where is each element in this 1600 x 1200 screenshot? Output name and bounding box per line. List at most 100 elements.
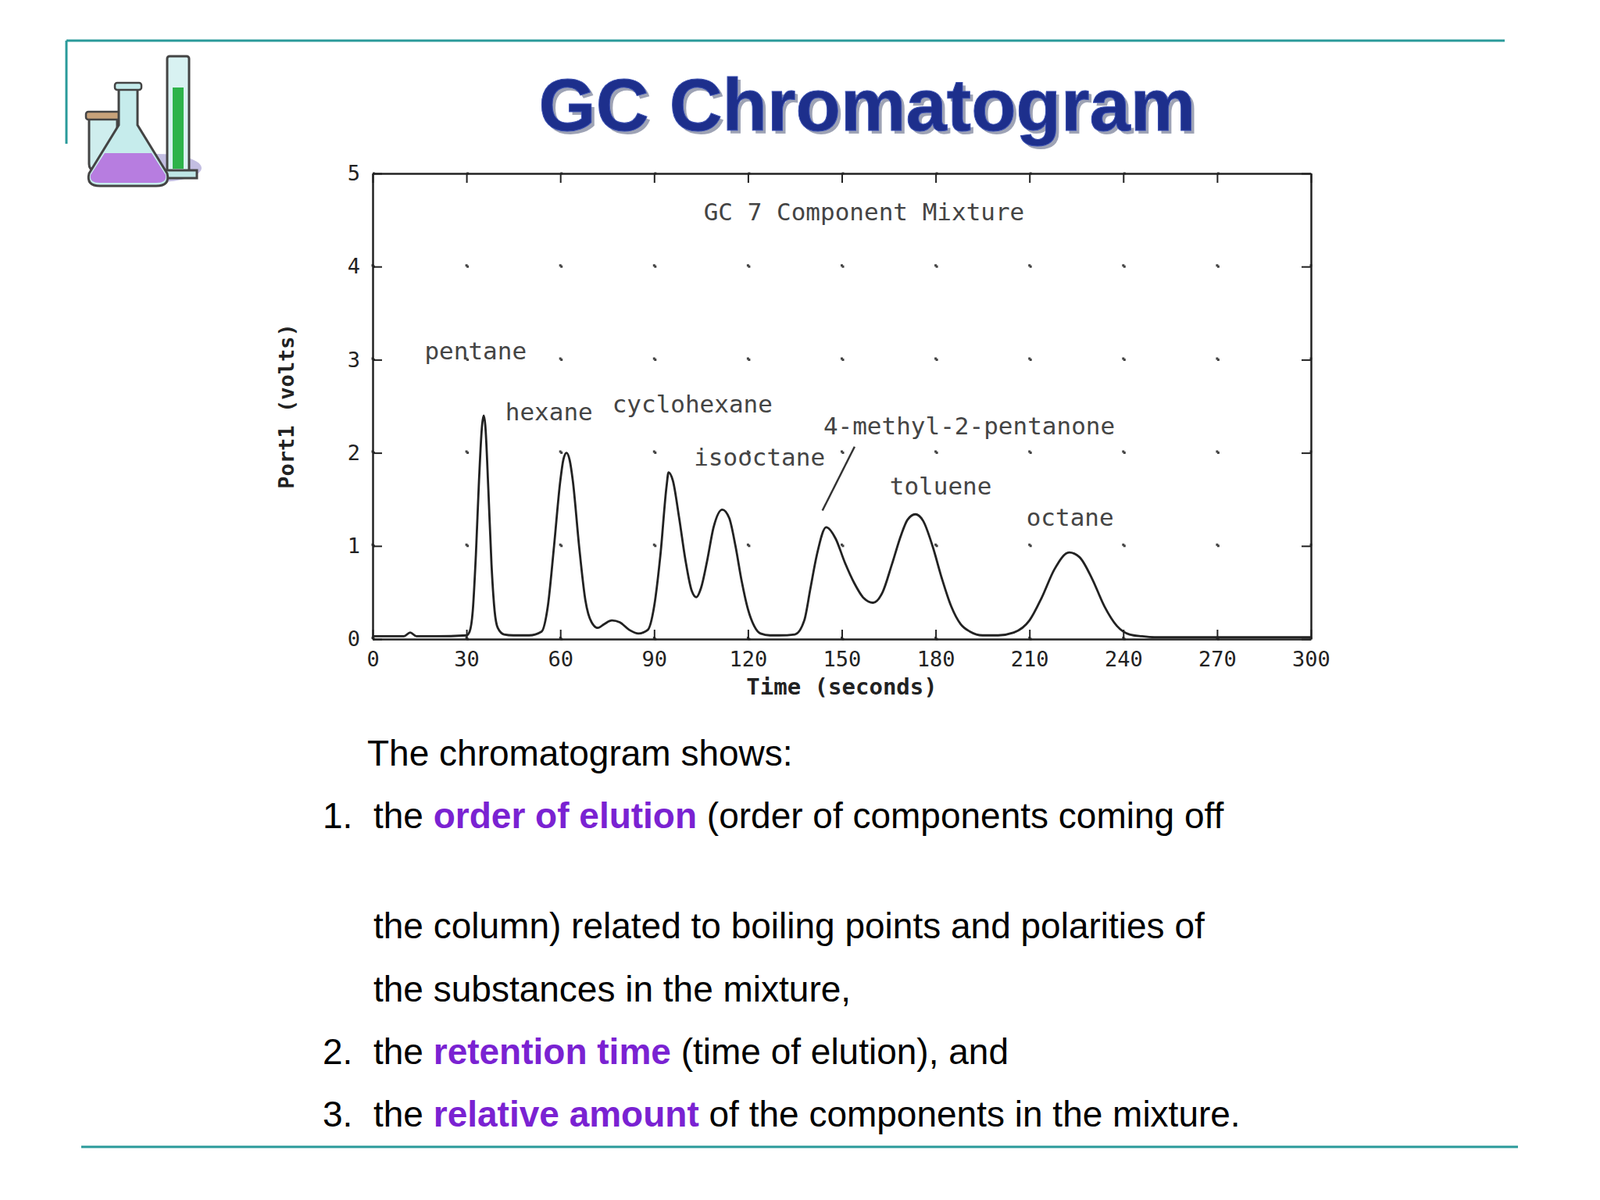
- tick: 60: [547, 629, 574, 672]
- tick: 270: [1198, 629, 1237, 672]
- x-axis-top: [373, 173, 1312, 183]
- tick-label: 0: [347, 626, 361, 651]
- tick: 4: [347, 253, 383, 279]
- peak-label: toluene: [889, 471, 993, 500]
- plot-background: [372, 173, 1311, 640]
- tick-mark: [1301, 173, 1311, 175]
- tick: [1301, 359, 1311, 361]
- peak-label: octane: [1026, 503, 1115, 532]
- tick-mark: [372, 639, 383, 641]
- rule-bottom: [81, 1146, 1518, 1149]
- grid-line-x: [1310, 173, 1313, 640]
- tick: 1: [347, 533, 383, 558]
- tick-mark: [1122, 173, 1125, 183]
- chart-title: GC 7 Component Mixture: [703, 197, 1025, 226]
- x-axis-title: Time (seconds): [746, 673, 937, 700]
- item-text: (time of elution), and: [671, 1031, 1009, 1072]
- tick: [372, 173, 374, 183]
- rule-left: [65, 40, 68, 144]
- item-number: 1.: [322, 795, 353, 836]
- item-line: the column) related to boiling points an…: [373, 905, 1205, 947]
- tick-mark: [1216, 173, 1218, 183]
- y-axis-right: [1301, 174, 1312, 640]
- tick: [1217, 173, 1218, 183]
- key-term: relative amount: [433, 1093, 700, 1135]
- tick: [1301, 453, 1311, 454]
- item-text: of the components in the mixture.: [699, 1093, 1241, 1135]
- tick-label: 210: [1010, 646, 1050, 672]
- grid-line-y: [372, 544, 1311, 547]
- tick: 210: [1010, 629, 1050, 672]
- icon-beaker-rim: [85, 111, 121, 120]
- icon-flask-lip: [114, 82, 142, 90]
- item-line: the retention time (time of elution), an…: [373, 1031, 1009, 1072]
- tick: [747, 173, 749, 183]
- peak-label: hexane: [505, 397, 593, 426]
- tick: 0: [347, 626, 383, 651]
- tick-label: 240: [1104, 646, 1143, 672]
- slide-canvas: GC ChromatogramGC Chromatogram0306090120…: [0, 0, 1600, 1200]
- grid-line-x: [371, 173, 375, 640]
- tick-mark: [1301, 359, 1311, 361]
- leader-line: [822, 446, 855, 511]
- tick-mark: [1301, 639, 1311, 641]
- tick-label: 300: [1292, 646, 1331, 672]
- tick-mark: [935, 173, 937, 183]
- icon-flask-liquid: [90, 153, 167, 183]
- tick-mark: [841, 629, 843, 640]
- item-line: the order of elution (order of component…: [373, 795, 1224, 836]
- tick: [653, 173, 655, 183]
- tick-label: 150: [823, 646, 862, 672]
- grid-line-y: [372, 265, 1311, 268]
- tick-label: 180: [917, 646, 956, 672]
- tick-mark: [653, 173, 656, 183]
- tick-mark: [1301, 266, 1311, 268]
- tick-mark: [372, 545, 383, 547]
- tick: [842, 173, 843, 183]
- peak-label: cyclohexane: [612, 389, 773, 418]
- peak-labels: pentanehexanecyclohexaneisooctane4-methy…: [424, 336, 1115, 531]
- tick-label: 90: [642, 646, 668, 672]
- tick-label: 4: [347, 253, 361, 279]
- tick-mark: [372, 452, 383, 454]
- tick-mark: [935, 629, 937, 640]
- grid-line-x: [1215, 173, 1218, 640]
- tick-mark: [1301, 545, 1311, 547]
- tick-label: 30: [453, 646, 480, 672]
- peak-label: pentane: [424, 336, 527, 365]
- peak-label: 4-methyl-2-pentanone: [823, 411, 1115, 440]
- tick-label: 5: [347, 160, 361, 186]
- lab-icon: [85, 56, 202, 186]
- tick-mark: [466, 173, 468, 183]
- item-text: (order of components coming off: [696, 795, 1224, 836]
- item-line: the substances in the mixture,: [373, 968, 851, 1010]
- tick-mark: [1028, 173, 1031, 183]
- tick: [1123, 173, 1125, 183]
- slide-title: GC Chromatogram: [539, 64, 1197, 147]
- item-number: 2.: [322, 1031, 353, 1072]
- icon-flask: [88, 87, 168, 186]
- slide-text: The chromatogram shows:1.the order of el…: [322, 732, 1241, 1135]
- tick: [466, 173, 468, 183]
- tick: [1301, 639, 1311, 640]
- key-term: retention time: [433, 1031, 672, 1072]
- tick-mark: [372, 359, 383, 361]
- tick: [1301, 546, 1311, 547]
- tick-mark: [560, 629, 562, 640]
- icon-cylinder-liquid: [172, 87, 184, 169]
- icon-cylinder: [167, 56, 190, 174]
- grid-line-x: [1121, 173, 1125, 640]
- tick-mark: [1028, 629, 1031, 640]
- tick-label: 120: [729, 646, 768, 672]
- tick-label: 2: [347, 440, 361, 465]
- key-term: order of elution: [433, 795, 697, 836]
- slide: GC ChromatogramGC Chromatogram0306090120…: [0, 0, 1600, 1200]
- chart: 0306090120150180210240270300012345GC 7 C…: [274, 160, 1331, 700]
- grid-line-y: [372, 451, 1311, 454]
- tick: 90: [642, 629, 668, 672]
- grid-line-x: [934, 173, 937, 640]
- tick: 180: [917, 629, 956, 672]
- tick: 150: [823, 629, 862, 672]
- grid-line-x: [840, 173, 843, 640]
- tick-mark: [560, 173, 562, 183]
